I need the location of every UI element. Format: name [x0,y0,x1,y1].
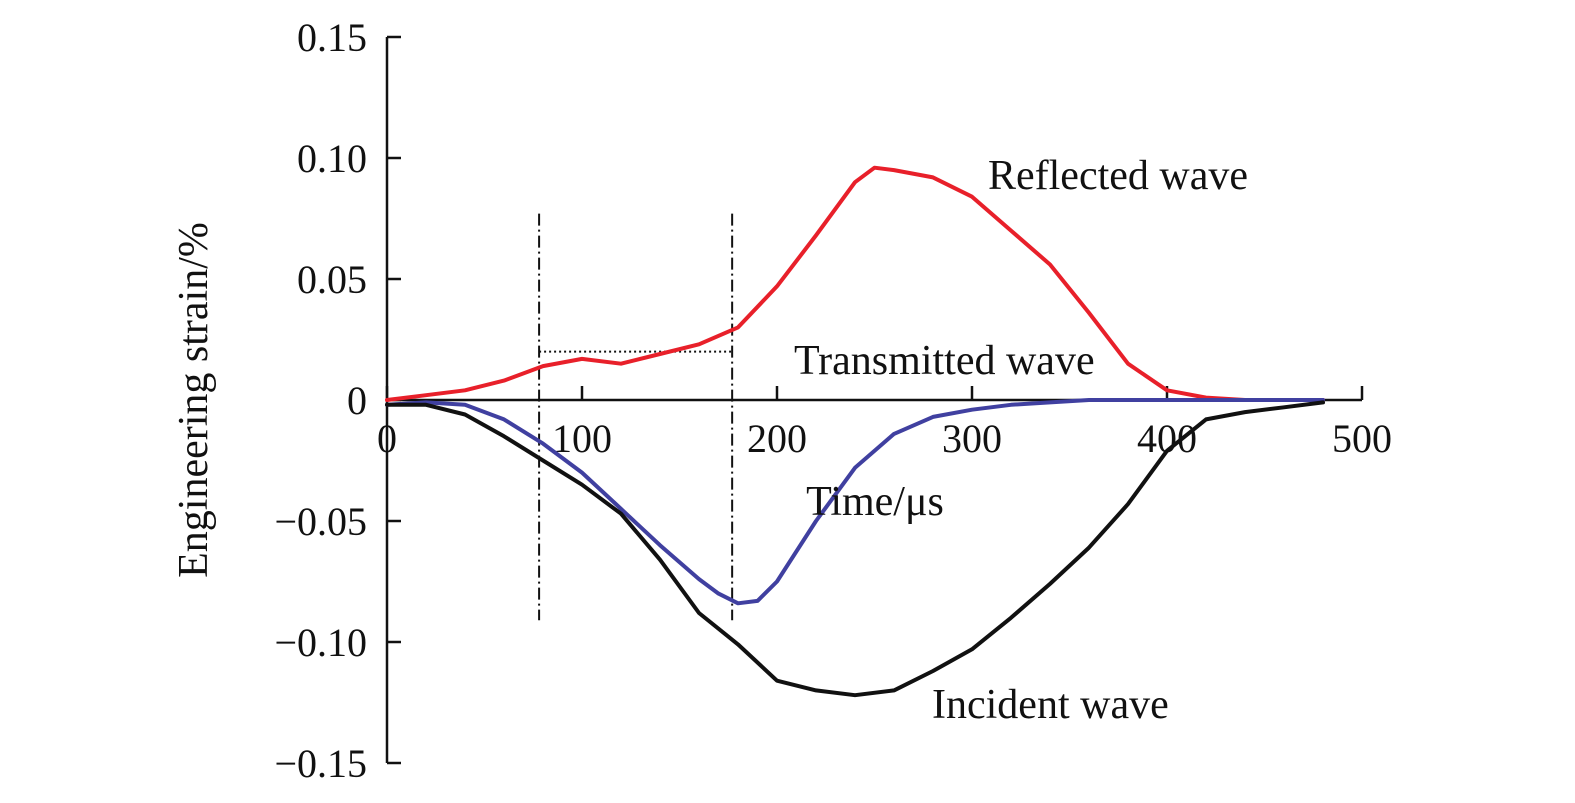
incident-wave-line [385,400,1325,698]
y-tick-label: 0.10 [297,136,367,181]
reflected-wave-line [385,165,1325,402]
x-tick-label: 200 [747,416,807,461]
transmitted-wave-label: Transmitted wave [794,338,1095,384]
y-tick-label: 0.15 [297,15,367,60]
x-tick-label: 0 [377,416,397,461]
x-tick-label: 500 [1332,416,1392,461]
reflected-wave-label: Reflected wave [988,153,1248,199]
y-tick-label: −0.05 [274,499,367,544]
x-tick-label: 300 [942,416,1002,461]
y-tick-label: 0 [347,378,367,423]
y-tick-label: −0.15 [274,741,367,786]
x-axis-title: Time/μs [806,479,944,525]
y-axis-title: Engineering strain/% [171,222,217,578]
axes: 0.150.100.050−0.05−0.10−0.150 100 200 300 40… [274,15,1392,786]
transmitted-wave-line [385,398,1325,606]
x-tick-label: 100 [552,416,612,461]
x-tick-label: 400 [1137,416,1197,461]
y-tick-label: −0.10 [274,620,367,665]
incident-wave-label: Incident wave [932,682,1169,728]
y-tick-label: 0.05 [297,257,367,302]
guides [538,213,734,621]
series-lines [385,165,1325,698]
